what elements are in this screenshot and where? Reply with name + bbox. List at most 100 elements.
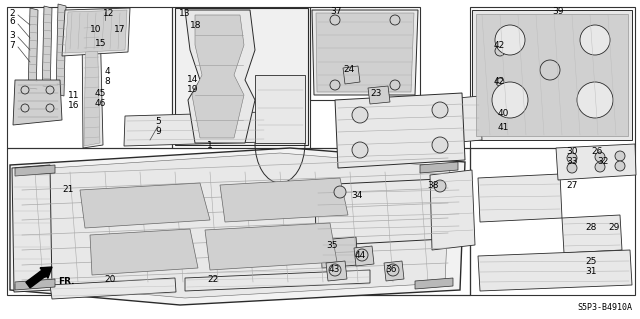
Polygon shape bbox=[90, 229, 198, 275]
Text: 40: 40 bbox=[497, 108, 509, 117]
Circle shape bbox=[567, 153, 577, 163]
Text: 29: 29 bbox=[608, 224, 620, 233]
Circle shape bbox=[330, 15, 340, 25]
Polygon shape bbox=[185, 10, 255, 143]
Text: 27: 27 bbox=[566, 182, 578, 190]
Text: 45: 45 bbox=[94, 90, 106, 99]
Circle shape bbox=[434, 180, 446, 192]
Circle shape bbox=[567, 163, 577, 173]
Polygon shape bbox=[476, 14, 628, 136]
Polygon shape bbox=[15, 165, 55, 176]
Text: 28: 28 bbox=[586, 224, 596, 233]
Circle shape bbox=[330, 80, 340, 90]
Polygon shape bbox=[368, 86, 390, 104]
Circle shape bbox=[577, 82, 613, 118]
Polygon shape bbox=[50, 278, 176, 299]
Circle shape bbox=[21, 104, 29, 112]
Polygon shape bbox=[343, 66, 360, 84]
Text: 11: 11 bbox=[68, 91, 80, 100]
Circle shape bbox=[495, 25, 525, 55]
Text: 5: 5 bbox=[155, 116, 161, 125]
FancyArrow shape bbox=[26, 267, 52, 288]
Text: 9: 9 bbox=[155, 127, 161, 136]
Polygon shape bbox=[220, 178, 348, 222]
Polygon shape bbox=[562, 215, 622, 253]
Text: 10: 10 bbox=[90, 25, 102, 33]
Text: 46: 46 bbox=[94, 99, 106, 108]
Text: 18: 18 bbox=[190, 20, 202, 29]
Text: 19: 19 bbox=[188, 85, 199, 93]
Polygon shape bbox=[28, 8, 38, 100]
Text: 39: 39 bbox=[552, 6, 564, 16]
Polygon shape bbox=[82, 18, 103, 148]
Text: 31: 31 bbox=[585, 268, 596, 277]
Polygon shape bbox=[80, 183, 210, 228]
Polygon shape bbox=[478, 250, 632, 291]
Polygon shape bbox=[255, 75, 305, 143]
Text: 37: 37 bbox=[330, 8, 342, 17]
Polygon shape bbox=[175, 8, 308, 145]
Polygon shape bbox=[10, 148, 465, 305]
Polygon shape bbox=[205, 223, 337, 270]
Text: FR.: FR. bbox=[58, 278, 74, 286]
Polygon shape bbox=[488, 38, 512, 64]
Polygon shape bbox=[185, 270, 370, 291]
Circle shape bbox=[21, 86, 29, 94]
Polygon shape bbox=[556, 144, 636, 180]
Text: 16: 16 bbox=[68, 100, 80, 109]
Text: 44: 44 bbox=[355, 250, 365, 259]
Text: 21: 21 bbox=[62, 186, 74, 195]
Text: 20: 20 bbox=[104, 275, 116, 284]
Polygon shape bbox=[13, 80, 62, 125]
Text: 8: 8 bbox=[104, 77, 110, 85]
Circle shape bbox=[356, 249, 368, 261]
Text: 14: 14 bbox=[188, 75, 198, 84]
Polygon shape bbox=[42, 6, 52, 98]
Text: 23: 23 bbox=[371, 88, 381, 98]
Polygon shape bbox=[420, 162, 458, 173]
Text: 15: 15 bbox=[95, 39, 107, 48]
Polygon shape bbox=[384, 261, 404, 281]
Circle shape bbox=[615, 151, 625, 161]
Polygon shape bbox=[56, 4, 66, 96]
Text: 4: 4 bbox=[104, 68, 110, 77]
Text: 26: 26 bbox=[591, 147, 603, 157]
Text: 12: 12 bbox=[103, 10, 115, 19]
Polygon shape bbox=[472, 10, 632, 140]
Text: 24: 24 bbox=[344, 64, 355, 73]
Circle shape bbox=[390, 15, 400, 25]
Text: 33: 33 bbox=[566, 158, 578, 167]
Text: 36: 36 bbox=[385, 265, 397, 275]
Circle shape bbox=[615, 161, 625, 171]
Polygon shape bbox=[326, 261, 347, 281]
Polygon shape bbox=[12, 165, 52, 292]
Polygon shape bbox=[62, 8, 130, 56]
Text: 42: 42 bbox=[493, 41, 504, 50]
Polygon shape bbox=[354, 246, 374, 266]
Text: 2: 2 bbox=[9, 9, 15, 18]
Text: 34: 34 bbox=[351, 191, 363, 201]
Circle shape bbox=[390, 80, 400, 90]
Text: 42: 42 bbox=[493, 77, 504, 85]
Polygon shape bbox=[312, 10, 418, 95]
Text: 7: 7 bbox=[9, 41, 15, 49]
Circle shape bbox=[496, 78, 504, 86]
Text: 3: 3 bbox=[9, 31, 15, 40]
Polygon shape bbox=[15, 279, 55, 290]
Text: 35: 35 bbox=[326, 241, 338, 249]
Circle shape bbox=[495, 46, 505, 56]
Polygon shape bbox=[478, 174, 562, 222]
Polygon shape bbox=[124, 112, 266, 146]
Circle shape bbox=[595, 152, 605, 162]
Circle shape bbox=[540, 60, 560, 80]
Polygon shape bbox=[488, 70, 512, 94]
Polygon shape bbox=[458, 96, 482, 142]
Circle shape bbox=[46, 86, 54, 94]
Polygon shape bbox=[335, 93, 465, 168]
Polygon shape bbox=[430, 170, 475, 250]
Text: 41: 41 bbox=[497, 122, 509, 131]
Circle shape bbox=[595, 162, 605, 172]
Text: 32: 32 bbox=[597, 158, 609, 167]
Text: 38: 38 bbox=[428, 182, 439, 190]
Text: 43: 43 bbox=[328, 265, 340, 275]
